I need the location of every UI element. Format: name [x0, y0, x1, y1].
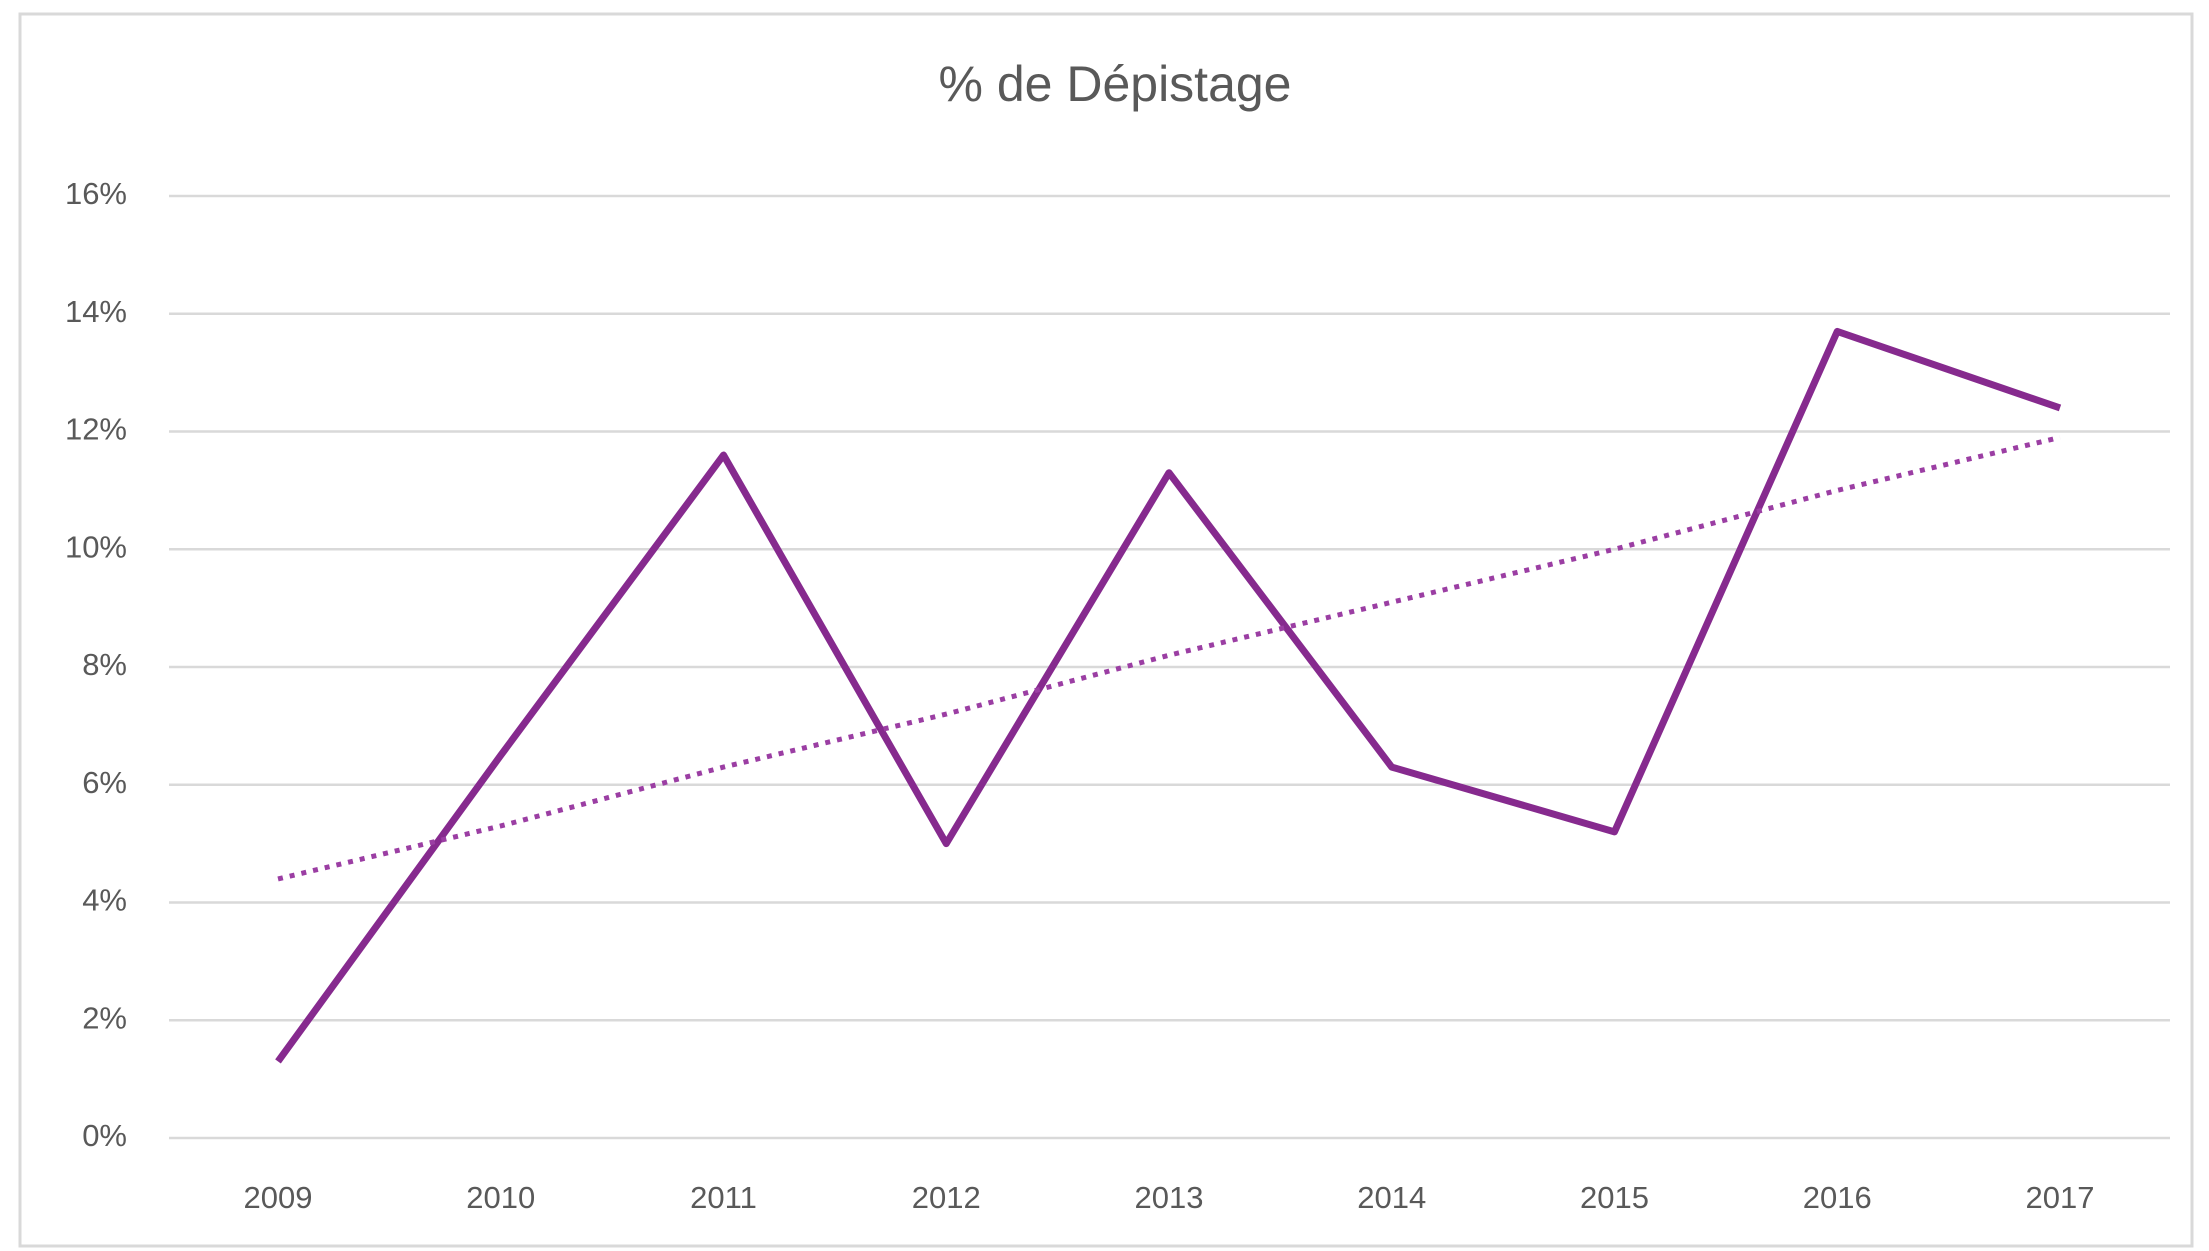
y-tick-label: 2% [82, 1000, 127, 1035]
chart-title: % de Dépistage [938, 56, 1291, 112]
y-tick-label: 10% [65, 529, 127, 564]
x-tick-label: 2015 [1580, 1180, 1649, 1215]
y-tick-label: 16% [65, 176, 127, 211]
x-tick-label: 2014 [1357, 1180, 1426, 1215]
x-tick-label: 2012 [912, 1180, 981, 1215]
data-line [275, 327, 2062, 1064]
x-tick-label: 2009 [244, 1180, 313, 1215]
y-tick-label: 0% [82, 1118, 127, 1153]
x-tick-label: 2016 [1803, 1180, 1872, 1215]
x-tick-label: 2017 [2026, 1180, 2095, 1215]
y-tick-label: 6% [82, 765, 127, 800]
y-tick-label: 14% [65, 294, 127, 329]
x-tick-label: 2013 [1135, 1180, 1204, 1215]
x-tick-label: 2010 [466, 1180, 535, 1215]
y-tick-label: 12% [65, 412, 127, 447]
y-tick-label: 8% [82, 647, 127, 682]
chart-frame [18, 12, 2194, 1248]
y-tick-label: 4% [82, 883, 127, 918]
x-tick-label: 2011 [690, 1180, 757, 1215]
